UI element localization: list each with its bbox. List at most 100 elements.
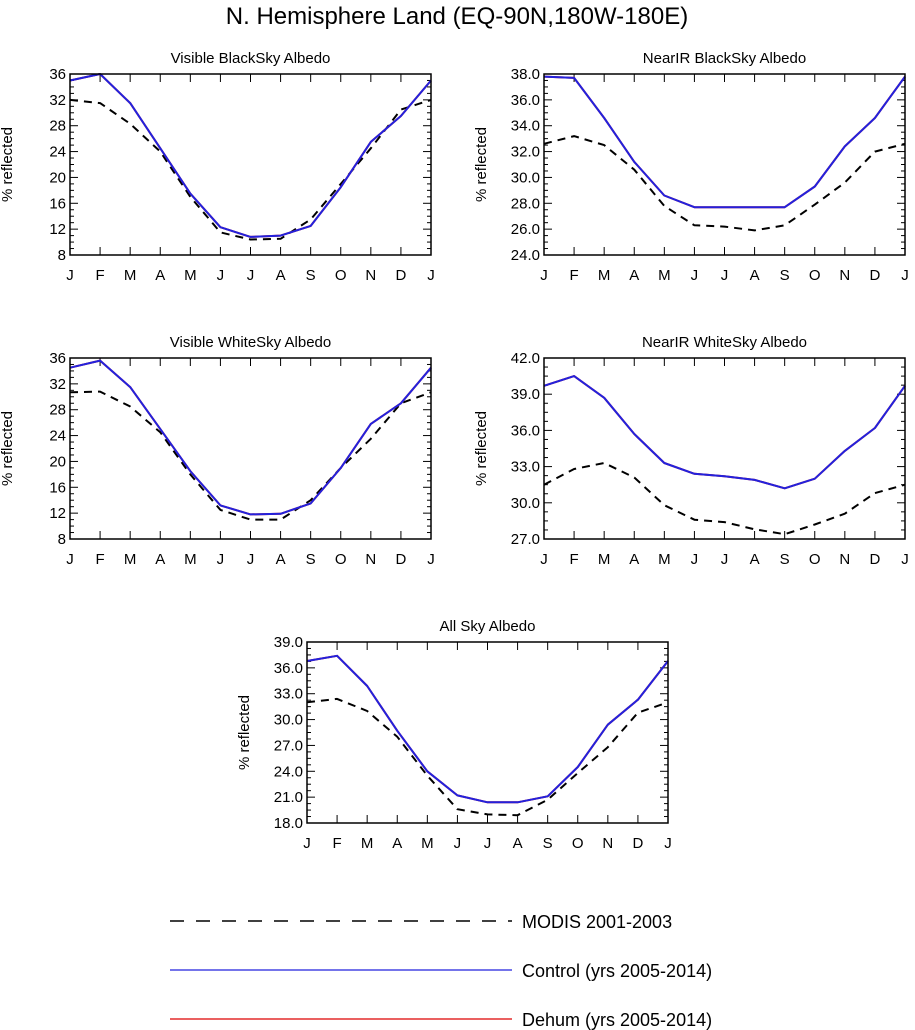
x-tick-label: A	[155, 267, 165, 284]
y-tick-label: 18.0	[274, 815, 303, 832]
x-tick-label: N	[365, 267, 376, 284]
x-tick-label: M	[658, 267, 671, 284]
x-tick-label: J	[303, 835, 311, 852]
x-tick-label: A	[276, 551, 286, 568]
x-tick-label: O	[809, 551, 821, 568]
series-line	[306, 654, 669, 804]
x-tick-label: S	[543, 835, 553, 852]
y-tick-label: 30.0	[511, 169, 540, 186]
legend: MODIS 2001-2003 Control (yrs 2005-2014) De…	[170, 912, 712, 1030]
series-line	[69, 98, 432, 241]
y-tick-label: 20	[49, 169, 66, 186]
series-line	[69, 73, 432, 238]
x-tick-label: D	[395, 551, 406, 568]
x-tick-label: F	[569, 551, 578, 568]
x-tick-label: M	[361, 835, 374, 852]
series-line	[543, 75, 906, 209]
x-tick-label: A	[750, 551, 760, 568]
y-tick-label: 27.0	[274, 737, 303, 754]
y-tick-label: 33.0	[511, 459, 540, 476]
chart-title: Visible WhiteSky Albedo	[170, 334, 331, 351]
y-tick-label: 16	[49, 479, 66, 496]
x-tick-label: A	[629, 267, 639, 284]
x-tick-label: J	[721, 267, 729, 284]
x-tick-label: S	[780, 551, 790, 568]
y-tick-label: 32.0	[511, 144, 540, 161]
x-tick-label: J	[427, 551, 435, 568]
plot-frame	[543, 357, 906, 540]
y-tick-label: 28	[49, 118, 66, 135]
x-tick-label: J	[484, 835, 492, 852]
x-tick-label: J	[691, 267, 699, 284]
plot-frame	[69, 357, 432, 540]
y-tick-label: 32	[49, 92, 66, 109]
legend-label: MODIS 2001-2003	[522, 912, 672, 932]
y-tick-label: 30.0	[274, 712, 303, 729]
x-tick-label: S	[306, 551, 316, 568]
chart-title: NearIR WhiteSky Albedo	[642, 334, 807, 351]
x-tick-label: J	[454, 835, 462, 852]
y-tick-label: 36.0	[511, 422, 540, 439]
x-tick-label: J	[66, 267, 74, 284]
plot-frame	[69, 73, 432, 256]
y-axis-label: % reflected	[473, 411, 490, 486]
y-tick-label: 20	[49, 453, 66, 470]
y-tick-label: 36.0	[511, 92, 540, 109]
x-tick-label: S	[306, 267, 316, 284]
y-tick-label: 32	[49, 376, 66, 393]
x-tick-label: F	[569, 267, 578, 284]
chart-panel: Visible WhiteSky Albedo % reflected 8 12 16 2…	[0, 334, 435, 568]
chart-title: Visible BlackSky Albedo	[171, 50, 331, 67]
y-axis-label: % reflected	[473, 127, 490, 202]
chart-panel: NearIR BlackSky Albedo % reflected 24.0 26.…	[473, 50, 909, 284]
legend-label: Dehum (yrs 2005-2014)	[522, 1010, 712, 1030]
y-tick-label: 24	[49, 428, 66, 445]
x-tick-label: F	[95, 551, 104, 568]
series-line	[306, 697, 669, 817]
y-tick-label: 26.0	[511, 221, 540, 238]
y-tick-label: 27.0	[511, 531, 540, 548]
x-tick-label: M	[124, 551, 137, 568]
y-tick-label: 30.0	[511, 495, 540, 512]
x-tick-label: M	[598, 551, 611, 568]
y-tick-label: 39.0	[274, 634, 303, 651]
y-tick-label: 12	[49, 221, 66, 238]
y-tick-label: 8	[58, 247, 66, 264]
y-tick-label: 36	[49, 350, 66, 367]
x-tick-label: N	[839, 551, 850, 568]
x-tick-label: J	[217, 267, 225, 284]
legend-label: Control (yrs 2005-2014)	[522, 961, 712, 981]
y-axis-label: % reflected	[236, 695, 253, 770]
x-tick-label: J	[427, 267, 435, 284]
x-tick-label: F	[332, 835, 341, 852]
chart-title: All Sky Albedo	[440, 618, 536, 635]
y-tick-label: 39.0	[511, 386, 540, 403]
x-tick-label: M	[658, 551, 671, 568]
x-tick-label: J	[540, 267, 548, 284]
x-tick-label: O	[809, 267, 821, 284]
series-line	[543, 135, 906, 232]
y-tick-label: 33.0	[274, 686, 303, 703]
x-tick-label: A	[276, 267, 286, 284]
x-tick-label: A	[629, 551, 639, 568]
y-tick-label: 34.0	[511, 118, 540, 135]
y-tick-label: 38.0	[511, 66, 540, 83]
y-tick-label: 24	[49, 144, 66, 161]
chart-panel: NearIR WhiteSky Albedo % reflected 27.0 30.…	[473, 334, 909, 568]
x-tick-label: F	[95, 267, 104, 284]
x-tick-label: J	[901, 267, 909, 284]
x-tick-label: O	[335, 267, 347, 284]
y-tick-label: 24.0	[274, 763, 303, 780]
series-line	[543, 462, 906, 536]
x-tick-label: J	[66, 551, 74, 568]
x-tick-label: J	[691, 551, 699, 568]
chart-panel: Visible BlackSky Albedo % reflected 8 12 16 2…	[0, 50, 435, 284]
series-line	[543, 375, 906, 490]
x-tick-label: M	[598, 267, 611, 284]
y-tick-label: 12	[49, 505, 66, 522]
x-tick-label: M	[184, 267, 197, 284]
y-tick-label: 28.0	[511, 195, 540, 212]
x-tick-label: A	[513, 835, 523, 852]
x-tick-label: A	[750, 267, 760, 284]
